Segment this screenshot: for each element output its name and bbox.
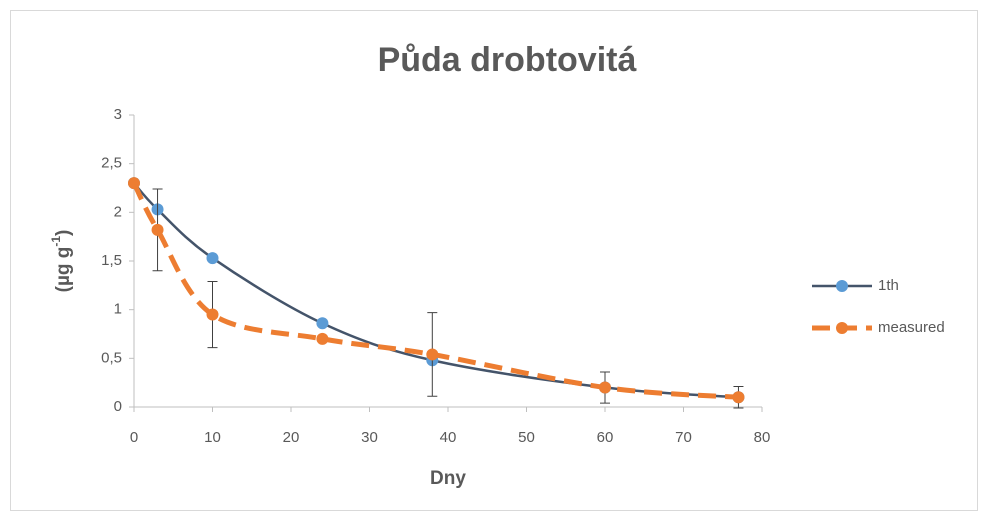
- marker: [316, 332, 329, 345]
- y-tick-label: 1,5: [101, 252, 122, 269]
- y-tick-label: 2,5: [101, 155, 122, 172]
- legend-marker: [836, 280, 848, 292]
- marker: [599, 381, 611, 394]
- chart-title: Půda drobtovitá: [378, 41, 637, 79]
- y-tick-label: 2: [114, 203, 122, 220]
- x-tick-label: 10: [204, 429, 221, 446]
- marker: [206, 252, 219, 265]
- marker: [316, 317, 329, 330]
- x-axis-title: Dny: [430, 468, 466, 489]
- x-tick-label: 30: [361, 429, 378, 446]
- legend-marker: [836, 322, 848, 334]
- x-tick-label: 50: [518, 429, 535, 446]
- y-axis-title-part: (µg g: [53, 247, 74, 293]
- marker: [732, 391, 745, 404]
- legend-label: 1th: [878, 277, 899, 294]
- chart-frame: [10, 10, 978, 511]
- legend-label: measured: [878, 319, 945, 336]
- marker: [206, 308, 219, 321]
- y-tick-label: 1: [114, 301, 122, 318]
- x-tick-label: 80: [754, 429, 771, 446]
- marker: [151, 223, 164, 236]
- y-axis-title: (µg g-1): [49, 230, 74, 293]
- y-axis-title-part: ): [53, 230, 74, 236]
- x-tick-label: 60: [597, 429, 614, 446]
- x-tick-label: 20: [283, 429, 300, 446]
- y-axis-title-sup: -1: [49, 236, 63, 247]
- x-tick-label: 70: [675, 429, 692, 446]
- y-tick-label: 0: [114, 398, 122, 415]
- marker: [128, 177, 140, 190]
- y-tick-label: 3: [114, 106, 122, 123]
- x-tick-label: 0: [130, 429, 138, 446]
- x-tick-label: 40: [440, 429, 457, 446]
- marker: [426, 348, 439, 361]
- y-tick-label: 0,5: [101, 349, 122, 366]
